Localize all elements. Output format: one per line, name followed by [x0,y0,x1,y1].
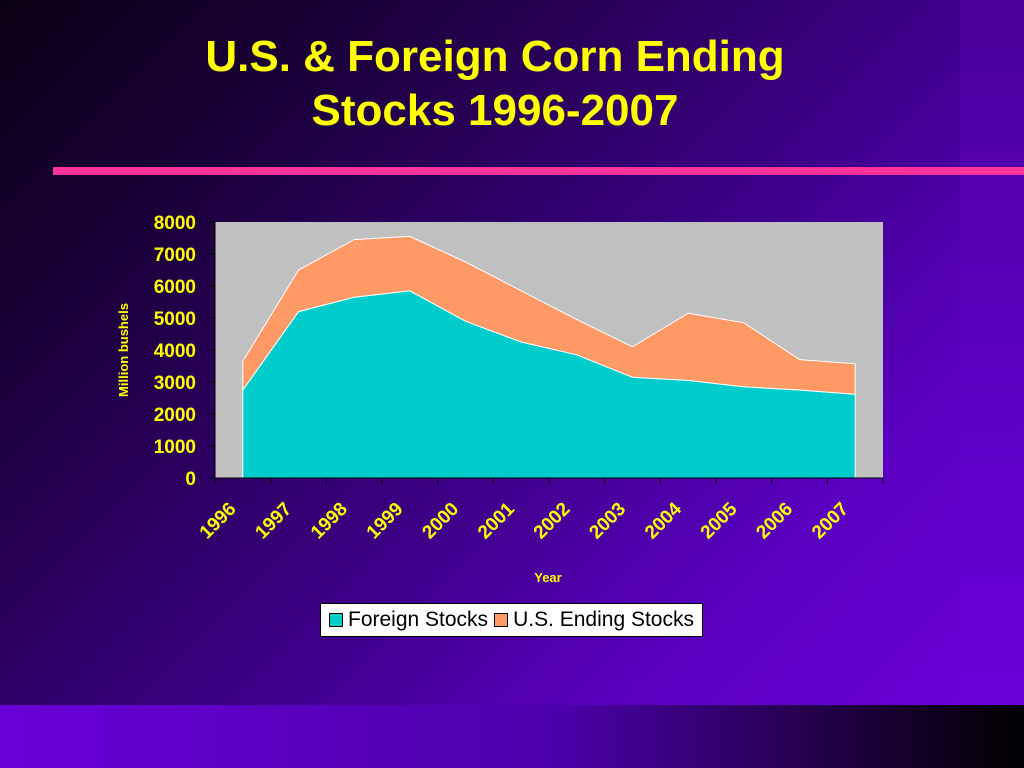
x-tick-label: 2002 [530,499,575,544]
legend-item-us: U.S. Ending Stocks [494,608,694,632]
x-tick-label: 1998 [307,499,352,544]
x-tick-label: 1996 [196,499,241,544]
y-tick-label: 0 [185,469,196,490]
title-line-1: U.S. & Foreign Corn Ending [205,32,785,81]
slide-title: U.S. & Foreign Corn Ending Stocks 1996-2… [60,30,930,138]
legend-swatch-us [494,613,509,627]
legend-label-foreign: Foreign Stocks [348,608,489,631]
x-tick-label: 2000 [418,499,463,544]
x-tick-label: 2005 [697,498,742,543]
x-tick-label: 2003 [585,499,630,544]
x-tick-label: 2004 [641,498,686,543]
legend-label-us: U.S. Ending Stocks [513,608,694,631]
legend-item-foreign: Foreign Stocks [329,608,488,632]
y-tick-label: 2000 [154,405,196,426]
legend-swatch-foreign [329,613,343,627]
y-tick-label: 4000 [154,341,196,362]
right-decor-strip [960,0,1024,705]
bottom-decor-strip [0,705,1024,768]
chart-legend: Foreign Stocks U.S. Ending Stocks [320,603,703,637]
y-tick-label: 3000 [154,373,196,394]
x-axis-ticks: 1996 1997 1998 1999 2000 2001 2002 2003 2004 2005… [196,478,884,544]
y-tick-label: 6000 [154,277,196,298]
title-divider [53,167,1024,175]
y-tick-label: 8000 [154,213,196,234]
x-tick-label: 2007 [808,499,853,544]
y-tick-label: 7000 [154,245,196,266]
title-line-2: Stocks 1996-2007 [311,86,679,135]
x-tick-label: 1999 [363,499,408,544]
y-axis-ticks: 0 1000 2000 3000 4000 5000 6000 7000 8000 [154,213,215,490]
y-axis-label: Million bushels [116,303,131,397]
x-tick-label: 2001 [474,498,519,543]
y-tick-label: 5000 [154,309,196,330]
x-tick-label: 2006 [752,499,797,544]
y-tick-label: 1000 [154,437,196,458]
x-tick-label: 1997 [251,499,296,544]
x-axis-label: Year [534,570,561,585]
